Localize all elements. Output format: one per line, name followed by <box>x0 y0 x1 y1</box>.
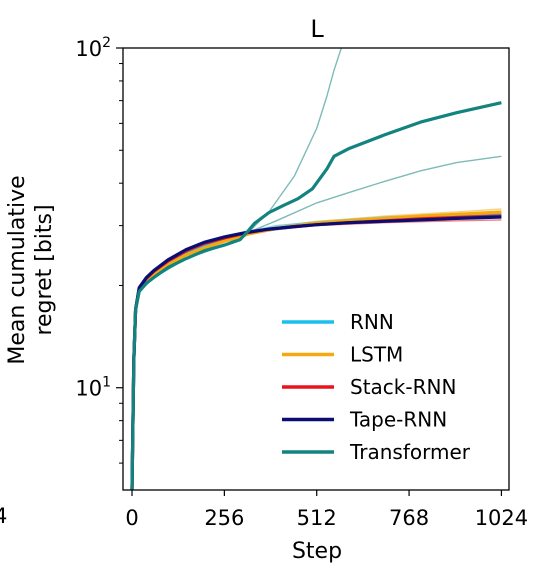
y-tick-label: 102 <box>75 35 111 61</box>
x-tick-label: 0 <box>125 506 138 530</box>
x-axis: 0 256 512 768 1024 <box>125 490 528 530</box>
chart-title: L <box>310 15 324 43</box>
partial-tick-label: 4 <box>0 504 7 528</box>
series-line-transformer <box>130 101 502 490</box>
legend-label-lstm: LSTM <box>350 343 403 367</box>
plot-frame <box>122 47 510 491</box>
legend-label-tape-rnn: Tape-RNN <box>349 408 447 432</box>
x-tick-label: 768 <box>389 506 429 530</box>
legend: RNN LSTM Stack-RNN Tape-RNN Transformer <box>282 310 471 464</box>
x-axis-title: Step <box>292 539 342 564</box>
x-tick-label: 1024 <box>475 506 528 530</box>
series-line-tape-rnn <box>130 215 502 490</box>
y-axis-title-line-2: regret [bits] <box>32 204 57 335</box>
plot-area <box>130 48 502 490</box>
legend-label-rnn: RNN <box>350 310 394 334</box>
x-tick-label: 512 <box>297 506 337 530</box>
y-tick-label: 101 <box>75 375 111 401</box>
y-axis-title-line-1: Mean cumulative <box>5 175 30 364</box>
legend-label-transformer: Transformer <box>349 440 471 464</box>
y-axis: 101 102 <box>75 35 123 464</box>
legend-label-stack-rnn: Stack-RNN <box>350 375 456 399</box>
x-tick-label: 256 <box>204 506 244 530</box>
